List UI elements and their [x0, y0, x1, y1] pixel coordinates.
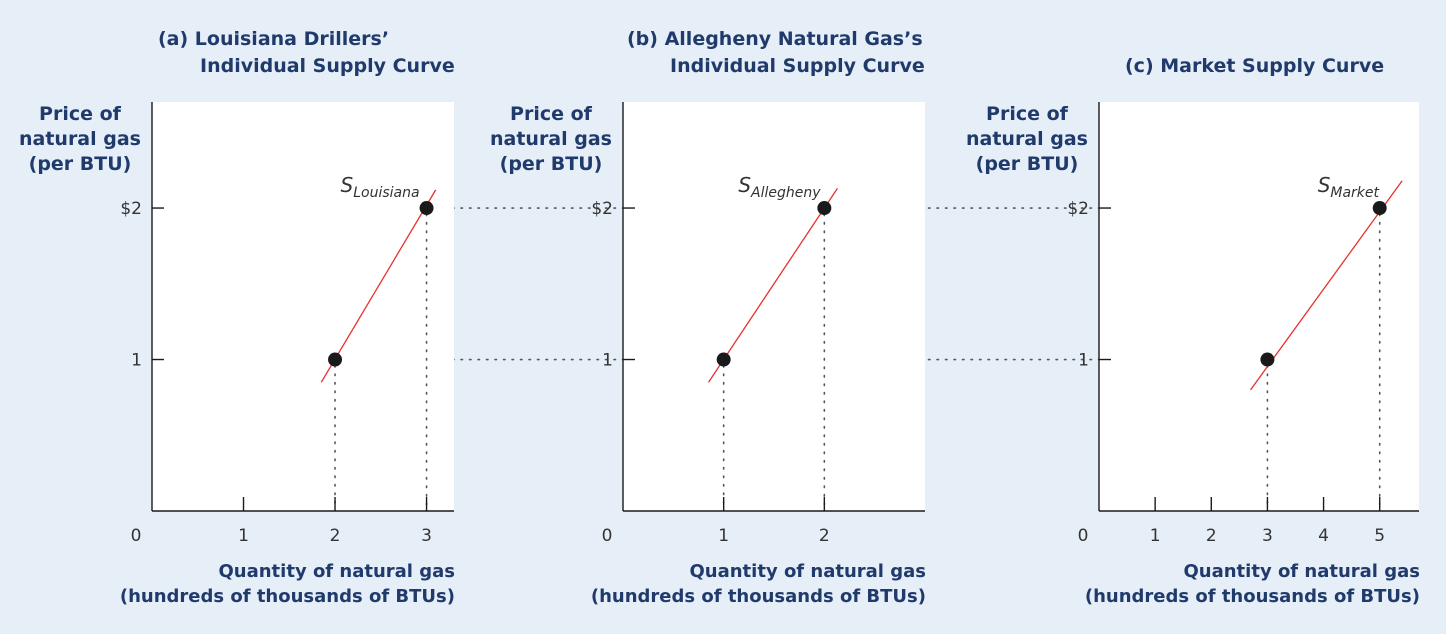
panel-b: (b) Allegheny Natural Gas’s Individual Su… — [490, 28, 926, 607]
y-axis-label-line: natural gas — [966, 128, 1088, 150]
y-tick-label: 1 — [1078, 351, 1089, 371]
supply-curve — [320, 189, 437, 383]
curve-label: SMarket — [1318, 173, 1380, 201]
x-tick-label: 4 — [1318, 526, 1329, 546]
x-tick-label: 2 — [330, 526, 341, 546]
chart-title-line-1: (c) Market Supply Curve — [1125, 55, 1384, 77]
y-axis-label-line: (per BTU) — [29, 153, 132, 175]
x-axis-label-line: Quantity of natural gas — [689, 561, 926, 582]
curve-label: SAllegheny — [738, 173, 821, 201]
supply-curve — [1250, 180, 1403, 391]
y-axis-label-line: natural gas — [490, 128, 612, 150]
y-axis-label-line: Price of — [510, 103, 593, 125]
x-tick-label: 0 — [131, 526, 142, 546]
x-axis-label-line: (hundreds of thousands of BTUs) — [120, 586, 455, 607]
supply-curve — [708, 187, 838, 383]
supply-point — [1372, 201, 1387, 216]
panel-c: (c) Market Supply Curve Price of natural g… — [966, 55, 1420, 607]
plot-area — [152, 102, 454, 511]
x-tick-label: 1 — [1150, 526, 1161, 546]
x-tick-label: 2 — [1206, 526, 1217, 546]
y-axis-label-line: natural gas — [19, 128, 141, 150]
y-axis-label-line: (per BTU) — [500, 153, 603, 175]
x-tick-label: 2 — [819, 526, 830, 546]
plot-area — [1099, 102, 1419, 511]
supply-point — [817, 201, 832, 216]
x-axis-label-line: Quantity of natural gas — [218, 561, 455, 582]
x-tick-label: 1 — [238, 526, 249, 546]
chart-title-line-1: (b) Allegheny Natural Gas’s — [627, 28, 923, 50]
y-axis-label-line: (per BTU) — [976, 153, 1079, 175]
supply-point — [328, 352, 343, 367]
chart-title-line-2: Individual Supply Curve — [200, 55, 455, 77]
y-axis-label-line: Price of — [986, 103, 1069, 125]
x-tick-label: 0 — [602, 526, 613, 546]
y-tick-label: 1 — [131, 351, 142, 371]
x-tick-label: 5 — [1374, 526, 1385, 546]
x-tick-label: 1 — [718, 526, 729, 546]
supply-point — [1260, 352, 1275, 367]
x-tick-label: 0 — [1078, 526, 1089, 546]
y-tick-label: 1 — [602, 351, 613, 371]
supply-point — [419, 201, 434, 216]
curve-label: SLouisiana — [341, 173, 420, 201]
y-tick-label: $2 — [591, 199, 613, 219]
supply-point — [716, 352, 731, 367]
x-axis-label-line: Quantity of natural gas — [1183, 561, 1420, 582]
plot-area — [623, 102, 925, 511]
x-axis-label-line: (hundreds of thousands of BTUs) — [1085, 586, 1420, 607]
chart-title-line-1: (a) Louisiana Drillers’ — [158, 28, 389, 50]
panel-a: (a) Louisiana Drillers’ Individual Supply… — [19, 28, 455, 607]
x-tick-label: 3 — [421, 526, 432, 546]
chart-title-line-2: Individual Supply Curve — [670, 55, 925, 77]
x-axis-label-line: (hundreds of thousands of BTUs) — [591, 586, 926, 607]
y-tick-label: $2 — [1067, 199, 1089, 219]
y-axis-label-line: Price of — [39, 103, 122, 125]
x-tick-label: 3 — [1262, 526, 1273, 546]
y-tick-label: $2 — [120, 199, 142, 219]
